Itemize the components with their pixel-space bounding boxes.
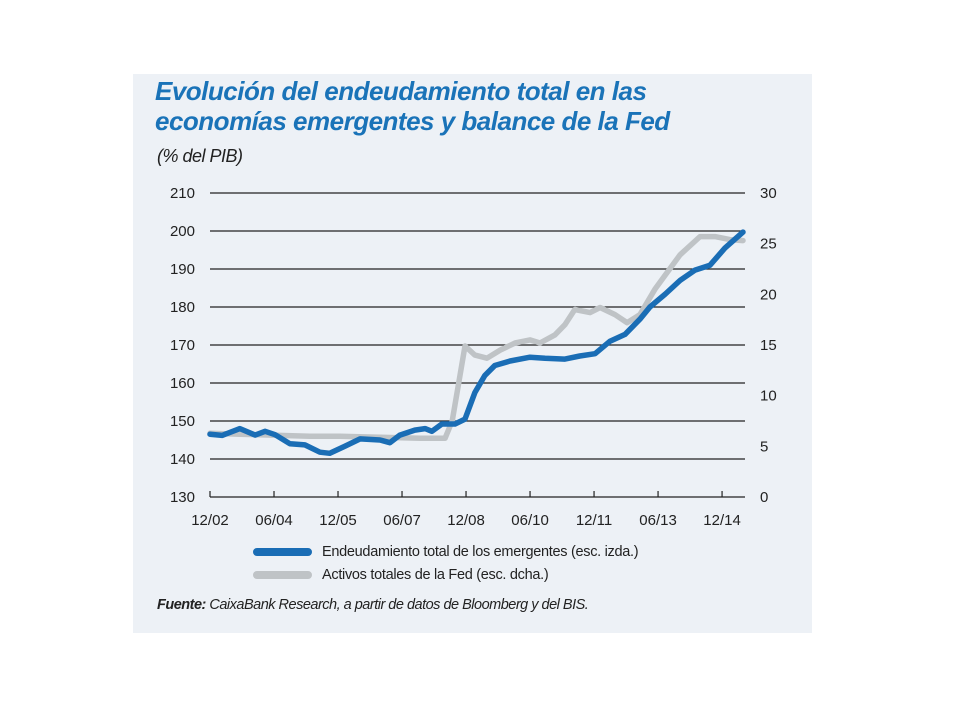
source-text: CaixaBank Research, a partir de datos de… [205, 597, 589, 613]
x-axis [209, 491, 745, 498]
chart-subtitle: (% del PIB) [157, 146, 243, 166]
y-left-tick-label: 170 [170, 337, 195, 354]
y-left-tick-label: 200 [170, 223, 195, 240]
series-line-debt [207, 229, 746, 457]
legend-swatch-fed [253, 571, 312, 579]
legend-label-fed: Activos totales de la Fed (esc. dcha.) [322, 567, 549, 583]
source-label: Fuente: [157, 597, 206, 613]
x-tick-label: 12/11 [576, 512, 612, 529]
y-left-tick-label: 210 [170, 185, 195, 202]
y-right-tick-label: 0 [760, 489, 768, 506]
y-axis-left: 130 140 150 160 170 180 190 200 210 [170, 185, 195, 506]
y-right-tick-label: 25 [760, 236, 777, 253]
y-right-tick-label: 30 [760, 185, 777, 202]
y-right-tick-label: 20 [760, 286, 777, 303]
y-left-tick-label: 160 [170, 375, 195, 392]
x-tick-label: 12/02 [191, 512, 229, 529]
y-left-tick-label: 140 [170, 451, 195, 468]
legend-label-debt: Endeudamiento total de los emergentes (e… [322, 544, 639, 560]
source-note: Fuente: CaixaBank Research, a partir de … [157, 597, 589, 613]
y-left-tick-label: 190 [170, 261, 195, 278]
y-right-tick-label: 5 [760, 438, 768, 455]
series-line-fed [207, 233, 746, 441]
y-right-tick-label: 15 [760, 337, 777, 354]
chart-title: Evolución del endeudamiento total en las… [155, 76, 670, 136]
x-tick-label: 06/13 [639, 512, 677, 529]
y-left-tick-label: 180 [170, 299, 195, 316]
x-tick-label: 12/05 [319, 512, 357, 529]
legend-swatch-debt [253, 548, 312, 556]
y-left-tick-label: 150 [170, 413, 195, 430]
legend-item-debt: Endeudamiento total de los emergentes (e… [253, 544, 639, 560]
x-tick-label: 12/14 [703, 512, 741, 529]
gridlines [210, 192, 745, 460]
y-axis-right: 0 5 10 15 20 25 30 [760, 185, 777, 506]
x-axis-labels: 12/02 06/04 12/05 06/07 12/08 06/10 12/11 06/13… [191, 512, 741, 529]
x-tick-label: 12/08 [447, 512, 485, 529]
y-right-tick-label: 10 [760, 388, 777, 405]
y-left-tick-label: 130 [170, 489, 195, 506]
x-tick-label: 06/07 [383, 512, 421, 529]
series-lines [207, 229, 746, 457]
x-tick-label: 06/10 [511, 512, 549, 529]
x-tick-label: 06/04 [255, 512, 293, 529]
legend-item-fed: Activos totales de la Fed (esc. dcha.) [253, 567, 549, 583]
